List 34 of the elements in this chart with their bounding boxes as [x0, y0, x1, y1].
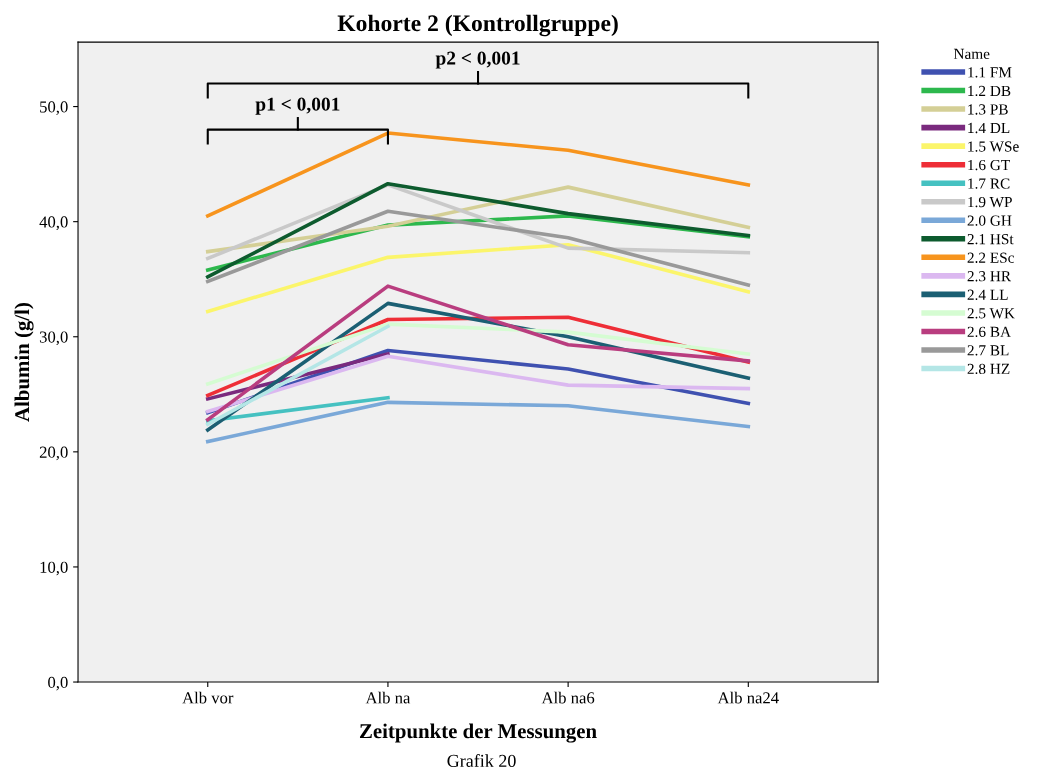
legend-label: 1.4 DL [968, 122, 1010, 134]
legend-label: 2.8 HZ [967, 363, 1010, 375]
legend-label: 2.1 HSt [967, 234, 1014, 245]
legend-label: 1.2 DB [968, 85, 1011, 97]
legend-label: 2.2 ESc [967, 252, 1014, 263]
y-tick-label: 40,0 [39, 216, 68, 231]
legend-label: 1.5 WSe [968, 141, 1019, 152]
legend-label: 1.1 FM [968, 67, 1012, 78]
legend-label: 1.7 RC [968, 178, 1010, 189]
y-tick-label: 50,0 [40, 101, 68, 115]
y-tick-label: 0,0 [48, 676, 68, 691]
legend-label: 1.6 GT [968, 159, 1010, 171]
legend-label: 2.5 WK [967, 308, 1015, 319]
annotation: p1 < 0,001 [255, 97, 340, 115]
legend-label: 1.9 WP [968, 196, 1012, 208]
x-tick-label: Alb na [365, 691, 411, 704]
y-tick-label: 10,0 [40, 561, 68, 576]
x-tick-label: Alb na24 [717, 691, 779, 704]
legend-label: 2.7 BL [967, 345, 1009, 356]
chart-title: Kohorte 2 (Kontrollgruppe) [337, 14, 618, 37]
y-axis-title: Albumin (g/l) [14, 303, 34, 422]
y-tick-label: 20,0 [39, 446, 68, 461]
legend-title: Name [953, 48, 990, 59]
x-tick-label: Alb na6 [541, 691, 595, 704]
legend-label: 2.6 BA [967, 326, 1011, 338]
legend-label: 2.4 LL [967, 289, 1008, 300]
legend-label: 2.3 HR [967, 271, 1012, 282]
x-axis-title: Zeitpunkte der Messungen [359, 723, 597, 743]
text: Grafik 20 [447, 754, 516, 767]
y-tick-label: 30,0 [39, 331, 68, 346]
legend-label: 1.3 PB [968, 104, 1008, 115]
x-tick-label: Alb vor [182, 691, 234, 704]
legend-label: 2.0 GH [967, 215, 1012, 226]
annotation: p2 < 0,001 [435, 51, 520, 69]
